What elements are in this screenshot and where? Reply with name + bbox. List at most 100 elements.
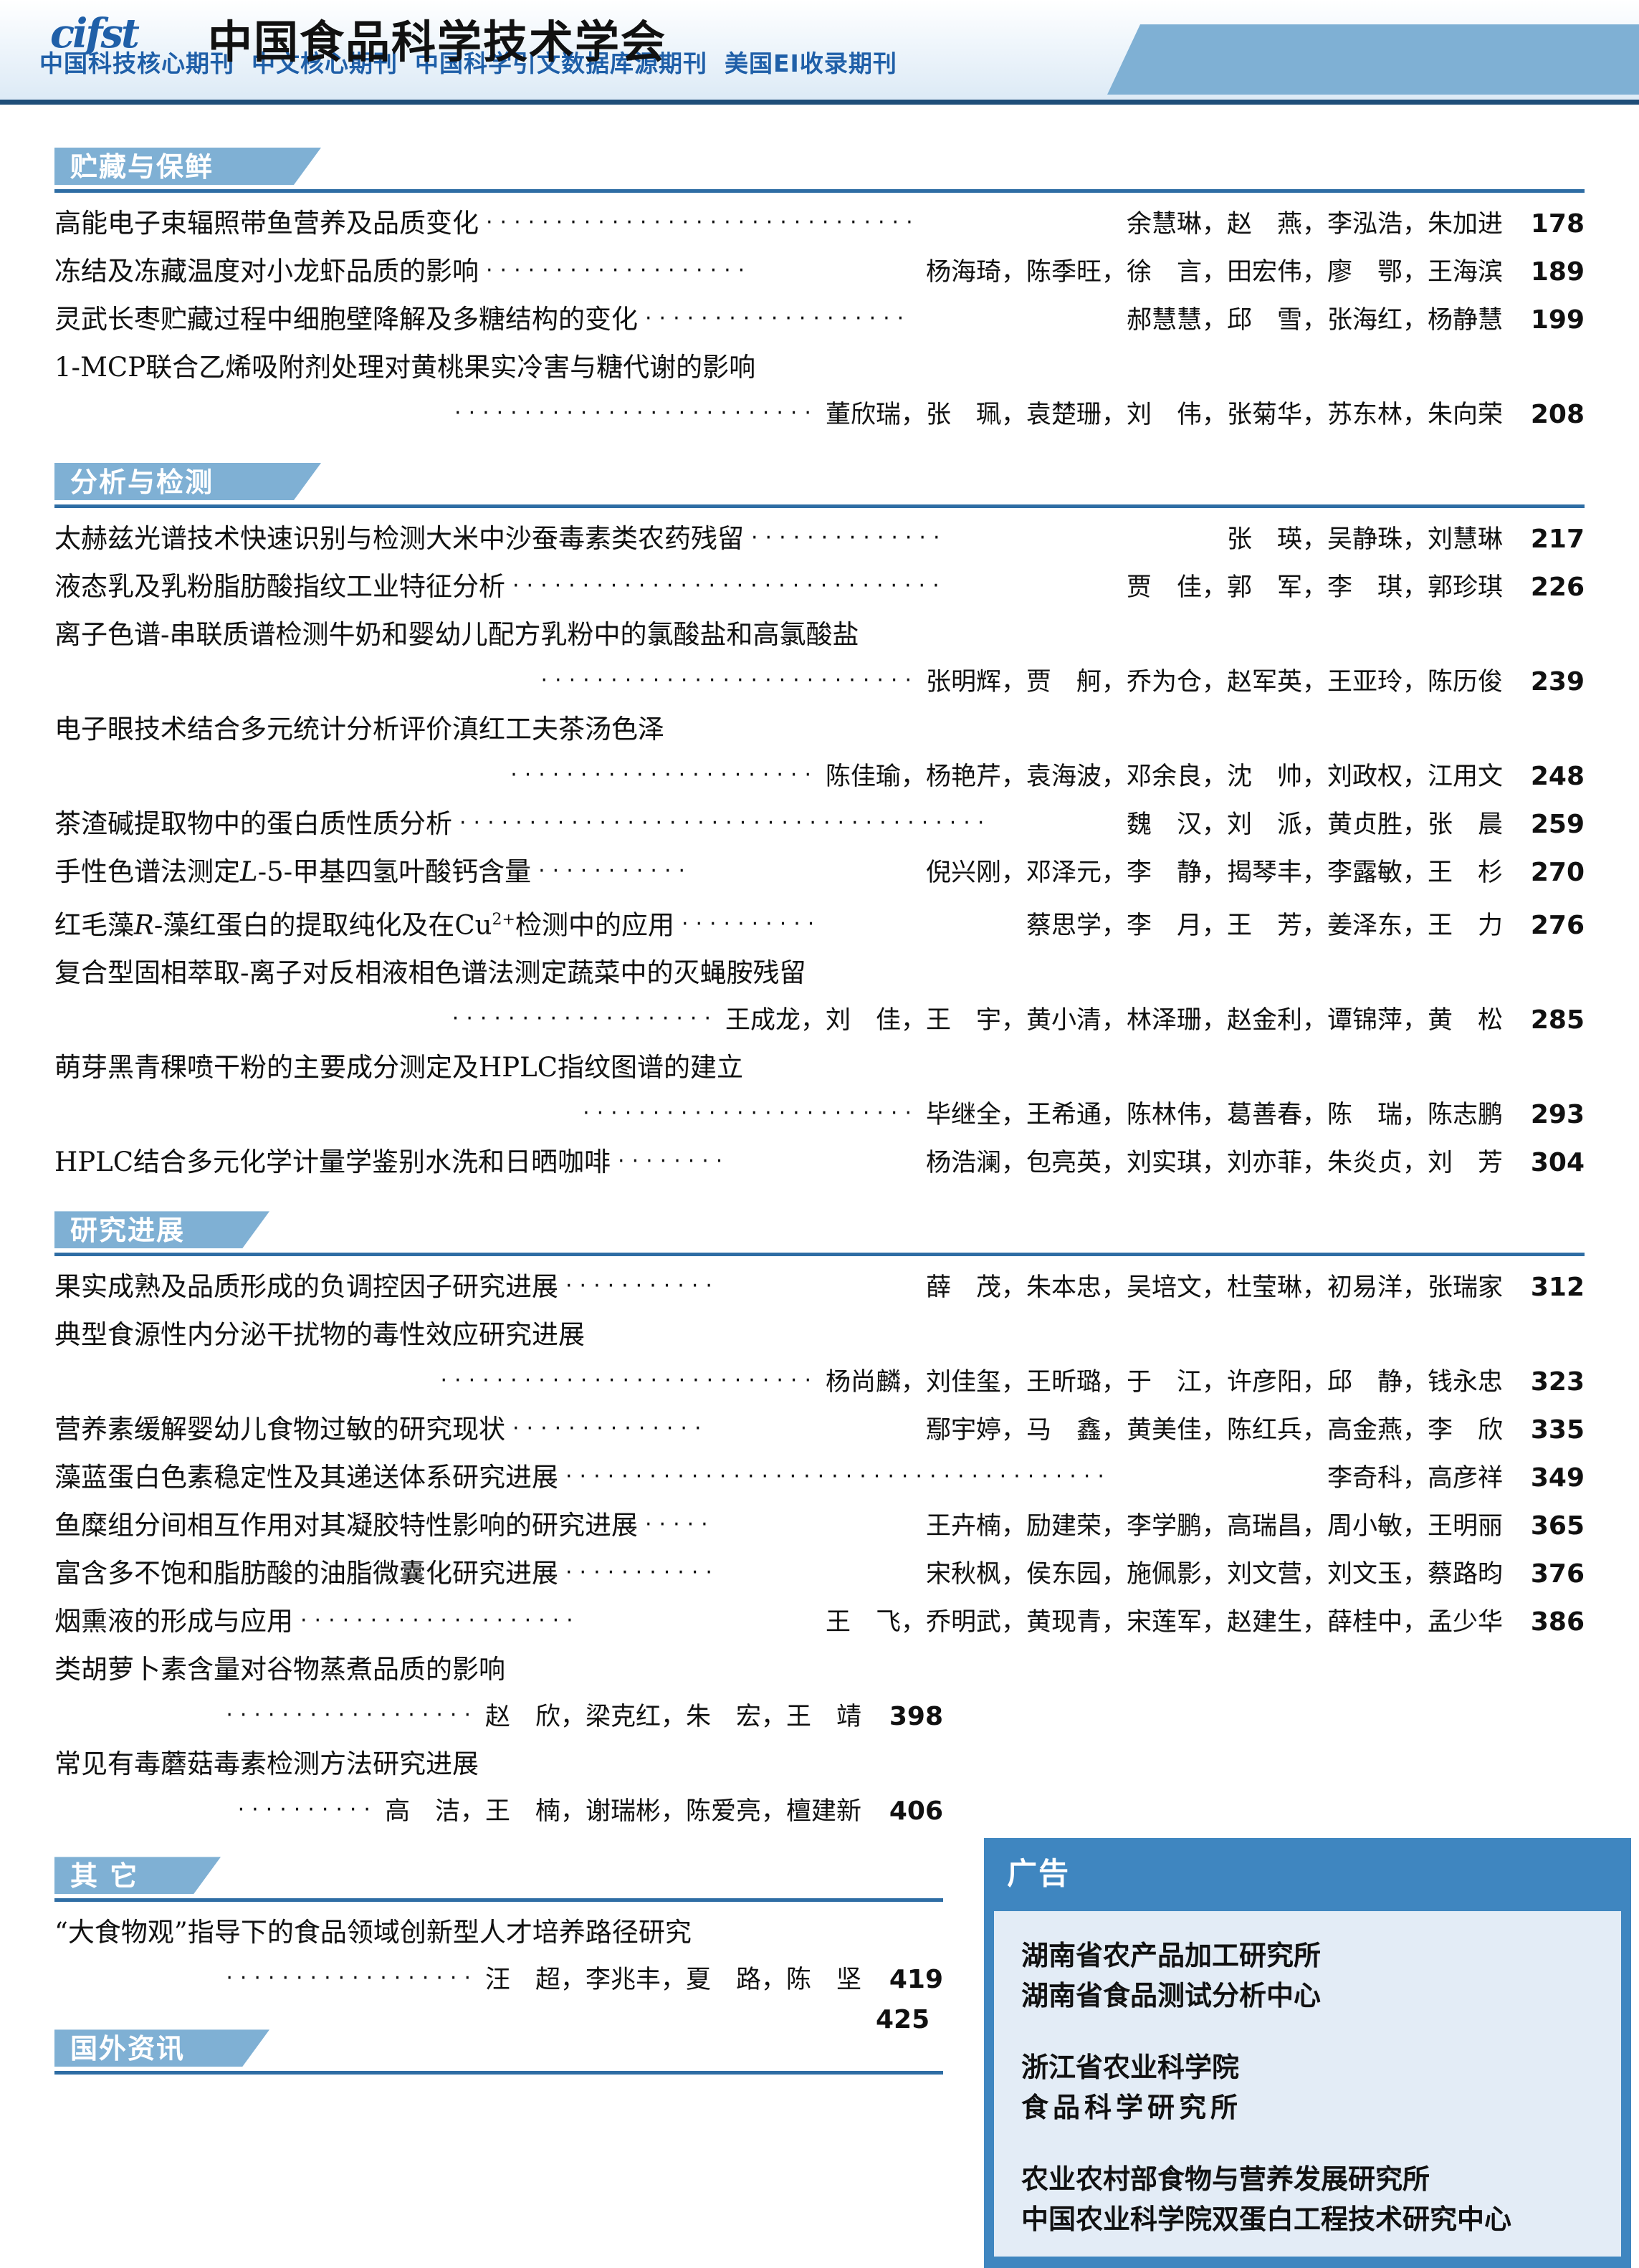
entry-page: 239 <box>1530 667 1585 697</box>
section-header-other: 其 它 <box>54 1857 1585 1898</box>
society-logo-band <box>1107 24 1639 95</box>
ad-line: 农业农村部食物与营养发展研究所 <box>1021 2163 1430 2195</box>
section-header-progress: 研究进展 <box>54 1211 1585 1253</box>
entry-authors: 李奇科，高彦祥 <box>1327 1464 1503 1493</box>
entry-page: 419 <box>889 1965 943 1995</box>
journal-index-badges: 中国科技核心期刊 中文核心期刊 中国科学引文数据库源期刊 美国EI收录期刊 <box>39 44 897 79</box>
toc-entry[interactable]: 烟熏液的形成与应用 ···················· 王 飞，乔明武，黄… <box>54 1598 1585 1646</box>
entry-authors: 杨海琦，陈季旺，徐 言，田宏伟，廖 鄂，王海滨 <box>925 258 1503 287</box>
entry-authors: 魏 汉，刘 派，黄贞胜，张 晨 <box>1126 810 1503 839</box>
entry-authors: 王 飞，乔明武，黄现青，宋莲军，赵建生，薛桂中，孟少华 <box>825 1608 1503 1637</box>
entry-title: HPLC结合多元化学计量学鉴别水洗和日晒咖啡 <box>54 1147 611 1178</box>
toc-entry[interactable]: “大食物观”指导下的食品领域创新型人才培养路径研究 ··············… <box>54 1909 1585 2004</box>
entry-page: 276 <box>1530 911 1585 941</box>
entry-page: 312 <box>1530 1273 1585 1303</box>
toc-entry[interactable]: 手性色谱法测定L-5-甲基四氢叶酸钙含量 ··········· 倪兴刚，邓泽元… <box>54 848 1585 896</box>
toc-entry[interactable]: 典型食源性内分泌干扰物的毒性效应研究进展 ···················… <box>54 1311 1585 1406</box>
entry-title: 手性色谱法测定L-5-甲基四氢叶酸钙含量 <box>54 856 532 887</box>
ad-line: 浙江省农业科学院 <box>1021 2052 1240 2083</box>
section-rule <box>54 2071 943 2075</box>
entry-title: 液态乳及乳粉脂肪酸指纹工业特征分析 <box>54 571 505 602</box>
toc-entry[interactable]: 富含多不饱和脂肪酸的油脂微囊化研究进展 ··········· 宋秋枫，侯东园，… <box>54 1550 1585 1598</box>
entry-title: 果实成熟及品质形成的负调控因子研究进展 <box>54 1271 558 1303</box>
badge-2: 中国科学引文数据库源期刊 <box>415 49 707 77</box>
entry-page: 376 <box>1530 1559 1585 1589</box>
leader-dots: ··········· <box>565 1562 720 1584</box>
entry-page: 386 <box>1530 1607 1585 1637</box>
entry-title: 茶渣碱提取物中的蛋白质性质分析 <box>54 808 452 839</box>
society-name: 中国食品科学技术学会 <box>208 16 667 68</box>
entry-page: 406 <box>889 1796 943 1827</box>
toc-entry[interactable]: 电子眼技术结合多元统计分析评价滇红工夫茶汤色泽 ················… <box>54 706 1585 800</box>
leader-dots: ··················· <box>451 1008 718 1030</box>
ad-line: 食品科学研究所 <box>1021 2092 1243 2123</box>
leader-dots: ·········· <box>681 914 822 936</box>
ad-line: 中国农业科学院双蛋白工程技术研究中心 <box>1021 2204 1512 2235</box>
entry-title: 烟熏液的形成与应用 <box>54 1606 293 1637</box>
section-title: 分析与检测 <box>70 466 214 498</box>
section-header-foreign-news: 国外资讯 425 <box>54 2005 1585 2071</box>
toc-entry[interactable]: 萌芽黑青稞喷干粉的主要成分测定及HPLC指纹图谱的建立 ············… <box>54 1044 1585 1139</box>
entry-title: 藻蓝蛋白色素稳定性及其递送体系研究进展 <box>54 1462 558 1493</box>
leader-dots: ·················· <box>226 1968 478 1990</box>
entry-page: 335 <box>1530 1415 1585 1445</box>
toc-entry[interactable]: 1-MCP联合乙烯吸附剂处理对黄桃果实冷害与糖代谢的影响 ···········… <box>54 344 1585 439</box>
entry-page: 293 <box>1530 1100 1585 1130</box>
section-banner-shape <box>54 463 321 500</box>
badge-1: 中文核心期刊 <box>252 49 398 77</box>
toc-entry[interactable]: 类胡萝卜素含量对谷物蒸煮品质的影响 ·················· 赵 欣… <box>54 1646 1585 1741</box>
leader-dots: ········ <box>618 1151 730 1173</box>
entry-title: 高能电子束辐照带鱼营养及品质变化 <box>54 208 479 239</box>
entry-authors: 杨浩澜，包亮英，刘实琪，刘亦菲，朱炎贞，刘 芳 <box>925 1149 1503 1178</box>
toc-entry[interactable]: 离子色谱-串联质谱检测牛奶和婴幼儿配方乳粉中的氯酸盐和高氯酸盐 ········… <box>54 611 1585 706</box>
toc-entry[interactable]: 果实成熟及品质形成的负调控因子研究进展 ··········· 薛 茂，朱本忠，… <box>54 1263 1585 1311</box>
entry-authors: 汪 超，李兆丰，夏 路，陈 坚 <box>484 1966 861 1995</box>
entry-authors: 余慧琳，赵 燕，李泓浩，朱加进 <box>1126 210 1503 239</box>
masthead-rule <box>0 100 1639 105</box>
toc-entry[interactable]: 鱼糜组分间相互作用对其凝胶特性影响的研究进展 ····· 王卉楠，励建荣，李学鹏… <box>54 1502 1585 1550</box>
toc-entry[interactable]: 灵武长枣贮藏过程中细胞壁降解及多糖结构的变化 ·················… <box>54 296 1585 344</box>
section-header-storage: 贮藏与保鲜 <box>54 148 1585 189</box>
entry-page: 425 <box>876 2005 930 2035</box>
leader-dots: ······························· <box>486 212 920 234</box>
entry-authors: 宋秋枫，侯东园，施佩影，刘文营，刘文玉，蔡路昀 <box>925 1560 1503 1589</box>
entry-page: 248 <box>1530 762 1585 791</box>
entry-page: 226 <box>1530 573 1585 602</box>
toc-entry[interactable]: 复合型固相萃取-离子对反相液相色谱法测定蔬菜中的灭蝇胺残留 ··········… <box>54 949 1585 1044</box>
toc-entry[interactable]: 营养素缓解婴幼儿食物过敏的研究现状 ·············· 鄢宇婷，马 鑫… <box>54 1406 1585 1454</box>
section-banner-shape <box>54 1857 221 1894</box>
entry-page: 398 <box>889 1702 943 1732</box>
toc-entry[interactable]: 藻蓝蛋白色素稳定性及其递送体系研究进展 ····················… <box>54 1454 1585 1502</box>
toc-entry[interactable]: 高能电子束辐照带鱼营养及品质变化 ·······················… <box>54 200 1585 248</box>
entry-page: 349 <box>1530 1463 1585 1493</box>
section-title: 贮藏与保鲜 <box>70 151 214 183</box>
entry-title: 太赫兹光谱技术快速识别与检测大米中沙蚕毒素类农药残留 <box>54 523 744 554</box>
toc-entry[interactable]: 红毛藻R-藻红蛋白的提取纯化及在Cu2+检测中的应用 ·········· 蔡思… <box>54 896 1585 949</box>
toc-entry[interactable]: HPLC结合多元化学计量学鉴别水洗和日晒咖啡 ········ 杨浩澜，包亮英，… <box>54 1139 1585 1187</box>
entry-title: 常见有毒蘑菇毒素检测方法研究进展 <box>54 1748 479 1780</box>
ad-group: 浙江省农业科学院 食品科学研究所 <box>1021 2047 1594 2128</box>
section-storage: 贮藏与保鲜 高能电子束辐照带鱼营养及品质变化 ·················… <box>54 148 1585 439</box>
leader-dots: ·············· <box>512 1418 709 1440</box>
leader-dots: ······················ <box>510 765 818 786</box>
toc-entry[interactable]: 太赫兹光谱技术快速识别与检测大米中沙蚕毒素类农药残留 ·············… <box>54 515 1585 563</box>
section-rule <box>54 1253 1585 1257</box>
entry-page: 178 <box>1530 209 1585 239</box>
ad-title: 广告 <box>1007 1856 1071 1891</box>
toc-entry[interactable]: 冻结及冻藏温度对小龙虾品质的影响 ··················· 杨海琦… <box>54 248 1585 296</box>
entry-authors: 陈佳瑜，杨艳芹，袁海波，邓余良，沈 帅，刘政权，江用文 <box>825 762 1503 791</box>
toc-entry[interactable]: 茶渣碱提取物中的蛋白质性质分析 ························… <box>54 800 1585 848</box>
entry-authors: 薛 茂，朱本忠，吴培文，杜莹琳，初易洋，张瑞家 <box>925 1273 1503 1303</box>
leader-dots: ·············· <box>751 527 947 549</box>
entry-page: 323 <box>1530 1367 1585 1397</box>
section-banner-shape <box>54 148 321 185</box>
entry-title: 1-MCP联合乙烯吸附剂处理对黄桃果实冷害与糖代谢的影响 <box>54 352 756 383</box>
entry-authors: 高 洁，王 楠，谢瑞彬，陈爱亮，檀建新 <box>384 1797 861 1827</box>
leader-dots: ··········· <box>538 861 693 882</box>
entry-page: 259 <box>1530 810 1585 839</box>
leader-dots: ·························· <box>454 403 818 424</box>
toc-entry[interactable]: 液态乳及乳粉脂肪酸指纹工业特征分析 ······················… <box>54 563 1585 611</box>
toc-entry[interactable]: 常见有毒蘑菇毒素检测方法研究进展 ·········· 高 洁，王 楠，谢瑞彬，… <box>54 1741 1585 1835</box>
entry-authors: 毕继全，王希通，陈林伟，葛善春，陈 瑞，陈志鹏 <box>925 1101 1503 1130</box>
leader-dots: ·········· <box>237 1799 378 1822</box>
